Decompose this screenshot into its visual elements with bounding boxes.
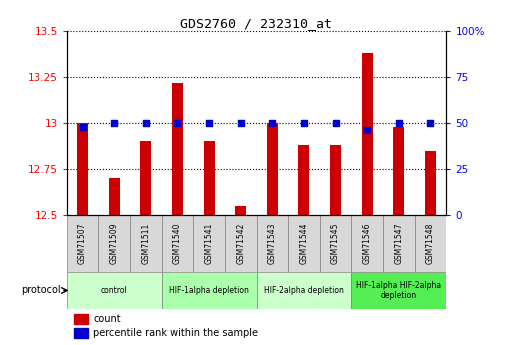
Text: GSM71511: GSM71511 bbox=[141, 223, 150, 264]
Text: GSM71542: GSM71542 bbox=[236, 223, 245, 264]
Bar bbox=[162, 272, 256, 309]
Point bbox=[268, 120, 277, 126]
Point bbox=[394, 120, 403, 126]
Text: HIF-1alpha HIF-2alpha
depletion: HIF-1alpha HIF-2alpha depletion bbox=[357, 281, 441, 300]
Text: GSM71541: GSM71541 bbox=[205, 223, 213, 264]
Bar bbox=[130, 215, 162, 272]
Bar bbox=[77, 123, 88, 215]
Bar bbox=[204, 141, 214, 215]
Point bbox=[205, 120, 213, 126]
Bar bbox=[67, 215, 98, 272]
Bar bbox=[193, 215, 225, 272]
Bar bbox=[267, 123, 278, 215]
Text: count: count bbox=[93, 314, 121, 324]
Text: GSM71544: GSM71544 bbox=[300, 223, 308, 264]
Bar bbox=[383, 215, 415, 272]
Bar bbox=[320, 215, 351, 272]
Bar bbox=[415, 215, 446, 272]
Bar bbox=[140, 141, 151, 215]
Text: GSM71543: GSM71543 bbox=[268, 223, 277, 264]
Bar bbox=[256, 272, 351, 309]
Point bbox=[363, 128, 371, 133]
Text: control: control bbox=[101, 286, 128, 295]
Bar bbox=[362, 53, 373, 215]
Text: GSM71545: GSM71545 bbox=[331, 223, 340, 264]
Bar bbox=[172, 82, 183, 215]
Text: GSM71546: GSM71546 bbox=[363, 223, 372, 264]
Point bbox=[236, 120, 245, 126]
Bar bbox=[235, 206, 246, 215]
Point bbox=[173, 120, 182, 126]
Title: GDS2760 / 232310_at: GDS2760 / 232310_at bbox=[181, 17, 332, 30]
Bar bbox=[98, 215, 130, 272]
Point bbox=[110, 120, 118, 126]
Point bbox=[300, 120, 308, 126]
Bar bbox=[109, 178, 120, 215]
Text: GSM71540: GSM71540 bbox=[173, 223, 182, 264]
Point bbox=[142, 120, 150, 126]
Bar bbox=[288, 215, 320, 272]
Bar bbox=[351, 215, 383, 272]
Bar bbox=[393, 127, 404, 215]
Bar bbox=[330, 145, 341, 215]
Text: HIF-1alpha depletion: HIF-1alpha depletion bbox=[169, 286, 249, 295]
Point bbox=[78, 124, 87, 129]
Bar bbox=[162, 215, 193, 272]
Bar bbox=[299, 145, 309, 215]
Bar bbox=[225, 215, 256, 272]
Bar bbox=[74, 314, 88, 324]
Text: percentile rank within the sample: percentile rank within the sample bbox=[93, 328, 258, 338]
Text: GSM71507: GSM71507 bbox=[78, 223, 87, 264]
Text: GSM71547: GSM71547 bbox=[394, 223, 403, 264]
Bar bbox=[425, 150, 436, 215]
Text: HIF-2alpha depletion: HIF-2alpha depletion bbox=[264, 286, 344, 295]
Point bbox=[331, 120, 340, 126]
Text: protocol: protocol bbox=[21, 285, 61, 295]
Text: GSM71548: GSM71548 bbox=[426, 223, 435, 264]
Text: GSM71509: GSM71509 bbox=[110, 223, 119, 264]
Bar bbox=[67, 272, 162, 309]
Bar bbox=[351, 272, 446, 309]
Bar bbox=[256, 215, 288, 272]
Point bbox=[426, 120, 435, 126]
Bar bbox=[74, 328, 88, 338]
